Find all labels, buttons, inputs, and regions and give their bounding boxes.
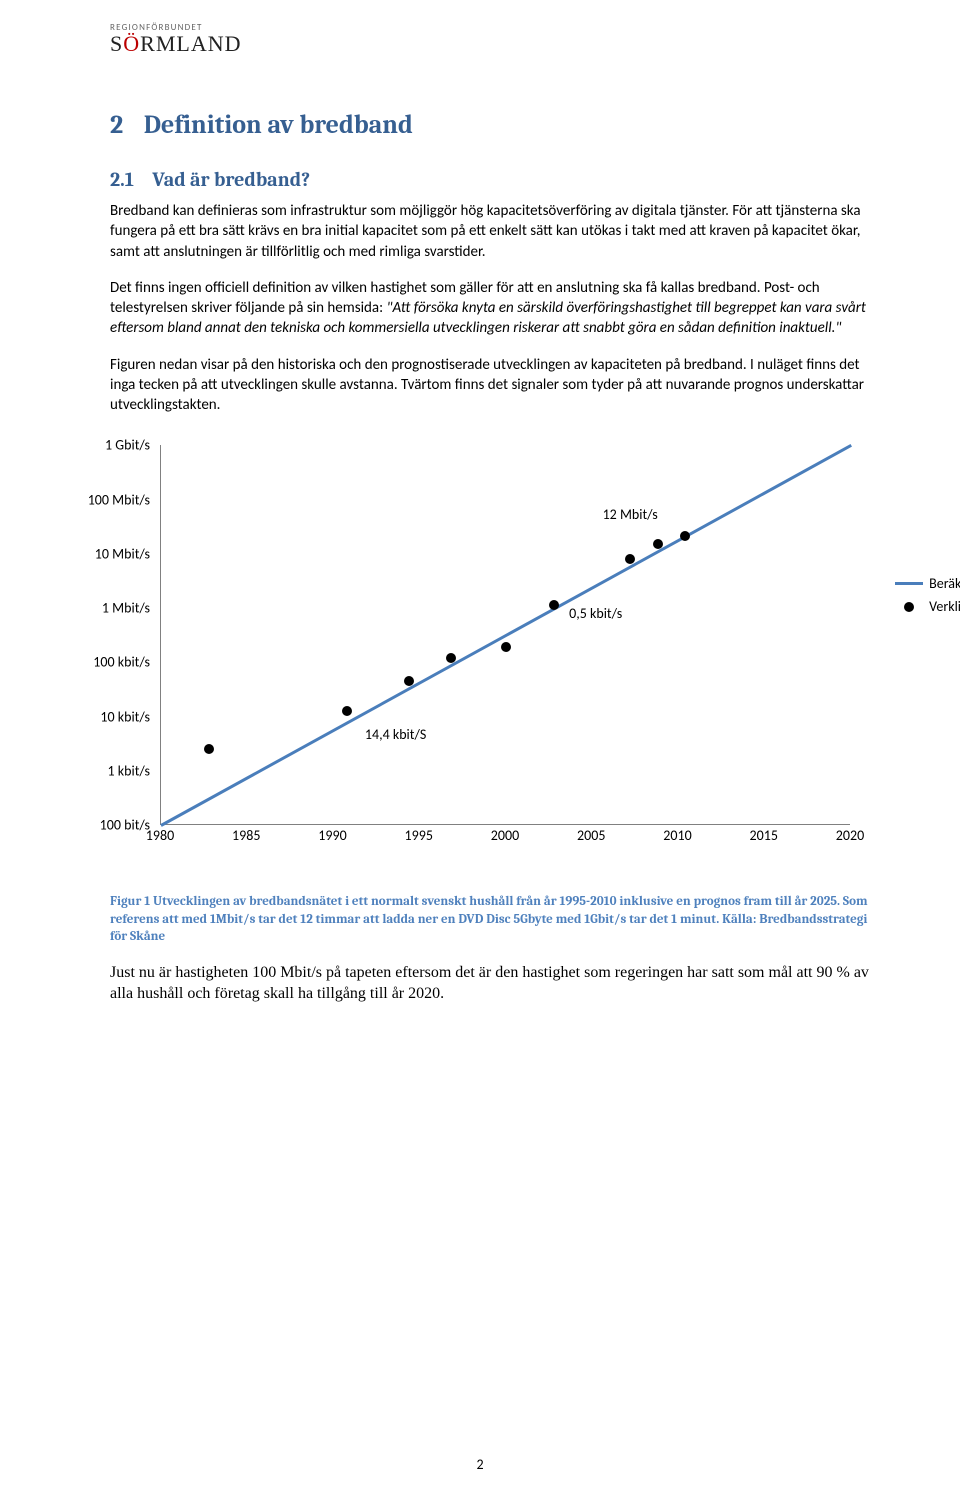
y-tick-label: 100 bit/s bbox=[100, 817, 150, 834]
paragraph-3: Figuren nedan visar på den historiska oc… bbox=[110, 355, 870, 416]
paragraph-1: Bredband kan definieras som infrastruktu… bbox=[110, 201, 870, 262]
data-point bbox=[625, 554, 635, 564]
data-point bbox=[501, 642, 511, 652]
y-tick-label: 1 Mbit/s bbox=[102, 600, 150, 617]
x-tick-label: 1985 bbox=[232, 827, 260, 844]
x-tick-label: 1980 bbox=[146, 827, 174, 844]
x-tick-label: 2015 bbox=[750, 827, 778, 844]
logo-text-accent: Ö bbox=[123, 31, 140, 56]
figure-caption: Figur 1 Utvecklingen av bredbandsnätet i… bbox=[110, 893, 870, 946]
legend-dot-icon bbox=[904, 602, 914, 612]
logo-text-post: RMLAND bbox=[140, 31, 241, 56]
x-tick-label: 2010 bbox=[663, 827, 691, 844]
logo-text-pre: S bbox=[110, 31, 123, 56]
y-axis-labels: 1 Gbit/s100 Mbit/s10 Mbit/s1 Mbit/s100 k… bbox=[50, 445, 150, 825]
data-point bbox=[549, 600, 559, 610]
x-tick-label: 1990 bbox=[318, 827, 346, 844]
y-tick-label: 10 Mbit/s bbox=[95, 545, 150, 562]
legend-item-actual: Verklig bbox=[895, 598, 960, 615]
page-number: 2 bbox=[476, 1456, 483, 1473]
heading-2: 2.1 Vad är bredband? bbox=[110, 168, 870, 191]
y-tick-label: 100 kbit/s bbox=[93, 654, 150, 671]
chart-plot-area: 12 Mbit/s 0,5 kbit/s 14,4 kbit/S bbox=[160, 445, 850, 825]
x-tick-label: 2005 bbox=[577, 827, 605, 844]
logo: REGIONFÖRBUNDET SÖRMLAND bbox=[110, 22, 241, 55]
legend-item-calculated: Beräknat bbox=[895, 575, 960, 592]
chart-annotation: 14,4 kbit/S bbox=[365, 726, 426, 743]
paragraph-2: Det finns ingen officiell definition av … bbox=[110, 278, 870, 339]
legend-label-calculated: Beräknat bbox=[929, 575, 960, 592]
heading-1-number: 2 bbox=[110, 110, 138, 140]
chart-annotation: 12 Mbit/s bbox=[603, 506, 658, 523]
data-point bbox=[404, 676, 414, 686]
heading-1: 2 Definition av bredband bbox=[110, 110, 870, 140]
x-tick-label: 1995 bbox=[405, 827, 433, 844]
data-point bbox=[653, 539, 663, 549]
data-point bbox=[680, 531, 690, 541]
logo-main-text: SÖRMLAND bbox=[110, 33, 241, 55]
heading-2-text: Vad är bredband? bbox=[152, 168, 310, 191]
y-tick-label: 10 kbit/s bbox=[100, 708, 150, 725]
capacity-chart: 1 Gbit/s100 Mbit/s10 Mbit/s1 Mbit/s100 k… bbox=[110, 445, 870, 875]
y-tick-label: 100 Mbit/s bbox=[88, 491, 150, 508]
heading-2-number: 2.1 bbox=[110, 168, 148, 191]
legend-line-icon bbox=[895, 582, 923, 585]
y-tick-label: 1 Gbit/s bbox=[105, 437, 150, 454]
calculated-trend-line bbox=[160, 444, 851, 827]
data-point bbox=[342, 706, 352, 716]
y-tick-label: 1 kbit/s bbox=[108, 762, 151, 779]
x-tick-label: 2020 bbox=[836, 827, 864, 844]
legend-label-actual: Verklig bbox=[929, 598, 960, 615]
data-point bbox=[204, 744, 214, 754]
chart-annotation: 0,5 kbit/s bbox=[569, 605, 622, 622]
data-point bbox=[446, 653, 456, 663]
closing-paragraph: Just nu är hastigheten 100 Mbit/s på tap… bbox=[110, 962, 870, 1005]
document-page: REGIONFÖRBUNDET SÖRMLAND 2 Definition av… bbox=[0, 0, 960, 1497]
x-tick-label: 2000 bbox=[491, 827, 519, 844]
chart-legend: Beräknat Verklig bbox=[895, 575, 960, 621]
heading-1-text: Definition av bredband bbox=[144, 110, 413, 140]
